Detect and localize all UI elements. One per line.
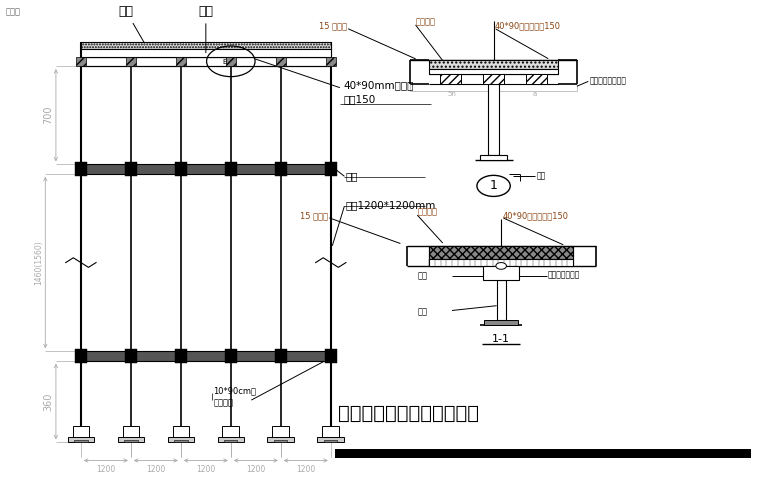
Text: 横杆: 横杆 xyxy=(346,171,359,181)
Bar xyxy=(174,440,188,442)
Text: 10*90cm方
遮火木方: 10*90cm方 遮火木方 xyxy=(214,387,256,407)
Bar xyxy=(175,349,187,363)
Text: 1200: 1200 xyxy=(296,465,315,474)
Bar xyxy=(81,49,331,56)
Bar xyxy=(484,320,518,325)
Text: 40*90木方，间距150: 40*90木方，间距150 xyxy=(502,212,568,221)
Bar xyxy=(496,281,505,320)
Bar xyxy=(74,349,87,363)
Circle shape xyxy=(496,263,506,269)
Bar xyxy=(81,56,331,66)
Bar xyxy=(226,56,236,66)
Bar xyxy=(274,440,287,442)
Bar xyxy=(81,164,331,174)
Bar xyxy=(74,162,87,176)
Text: 15 厚模板: 15 厚模板 xyxy=(319,22,347,31)
Text: 5n: 5n xyxy=(448,91,456,97)
Text: 托托: 托托 xyxy=(418,271,428,280)
Bar xyxy=(175,162,187,176)
Bar xyxy=(217,438,244,442)
Text: 主体楼板模板支设构造详图: 主体楼板模板支设构造详图 xyxy=(338,404,480,423)
Bar xyxy=(275,162,287,176)
Bar xyxy=(176,56,185,66)
Bar xyxy=(322,426,339,438)
Text: 15 厚模板: 15 厚模板 xyxy=(300,211,328,220)
Bar xyxy=(173,426,189,438)
Bar xyxy=(72,426,89,438)
Bar xyxy=(429,69,558,74)
Text: 立杆: 立杆 xyxy=(537,172,546,181)
Bar xyxy=(318,438,344,442)
Text: 楼板: 楼板 xyxy=(119,5,144,42)
Text: 顶撑托座（双钢: 顶撑托座（双钢 xyxy=(548,270,581,279)
Bar xyxy=(324,440,337,442)
Bar xyxy=(326,56,336,66)
Text: 模板: 模板 xyxy=(198,5,214,53)
Bar xyxy=(429,246,573,259)
Bar xyxy=(126,56,136,66)
Bar xyxy=(276,56,286,66)
Bar xyxy=(488,84,499,155)
Text: 1200: 1200 xyxy=(196,465,216,474)
Text: 混凝混板: 混凝混板 xyxy=(416,17,435,27)
Text: 1460(1560): 1460(1560) xyxy=(34,240,43,285)
Bar xyxy=(268,438,294,442)
Bar xyxy=(483,266,519,281)
Bar xyxy=(224,440,237,442)
Text: E: E xyxy=(223,59,227,65)
Text: 40*90木方，间距150: 40*90木方，间距150 xyxy=(495,22,561,31)
Bar xyxy=(225,162,237,176)
Text: 700: 700 xyxy=(43,106,54,124)
Text: 360: 360 xyxy=(43,392,54,411)
Text: 1200: 1200 xyxy=(97,465,116,474)
Bar xyxy=(334,449,751,457)
Text: 1200: 1200 xyxy=(246,465,265,474)
Bar xyxy=(429,60,558,69)
Bar xyxy=(483,74,505,84)
Bar xyxy=(440,74,461,84)
Text: 立杆1200*1200mm: 立杆1200*1200mm xyxy=(346,200,436,210)
Bar xyxy=(122,426,139,438)
Bar xyxy=(273,426,289,438)
Text: 顶撑支杆（双钢管: 顶撑支杆（双钢管 xyxy=(590,77,627,85)
Bar xyxy=(125,162,137,176)
Text: 1200: 1200 xyxy=(146,465,166,474)
Text: 40*90mm木方，
间距150: 40*90mm木方， 间距150 xyxy=(344,80,414,105)
Text: 1-1: 1-1 xyxy=(492,334,510,344)
Text: 混凝混板: 混凝混板 xyxy=(417,208,437,217)
Bar xyxy=(223,426,239,438)
Text: 1: 1 xyxy=(489,179,498,192)
Bar xyxy=(325,162,337,176)
Bar xyxy=(74,440,87,442)
Bar xyxy=(81,42,331,49)
Bar xyxy=(118,438,144,442)
Bar xyxy=(480,155,507,160)
Bar xyxy=(76,56,86,66)
Text: 立杆: 立杆 xyxy=(418,307,428,316)
Text: a: a xyxy=(533,91,537,97)
Bar xyxy=(125,349,137,363)
Text: 时间：: 时间： xyxy=(5,7,21,16)
Bar xyxy=(124,440,138,442)
Bar xyxy=(81,351,331,361)
Bar xyxy=(325,349,337,363)
Bar xyxy=(167,438,194,442)
Bar xyxy=(526,74,547,84)
Bar xyxy=(275,349,287,363)
Bar xyxy=(225,349,237,363)
Bar xyxy=(68,438,94,442)
Bar xyxy=(429,259,573,266)
